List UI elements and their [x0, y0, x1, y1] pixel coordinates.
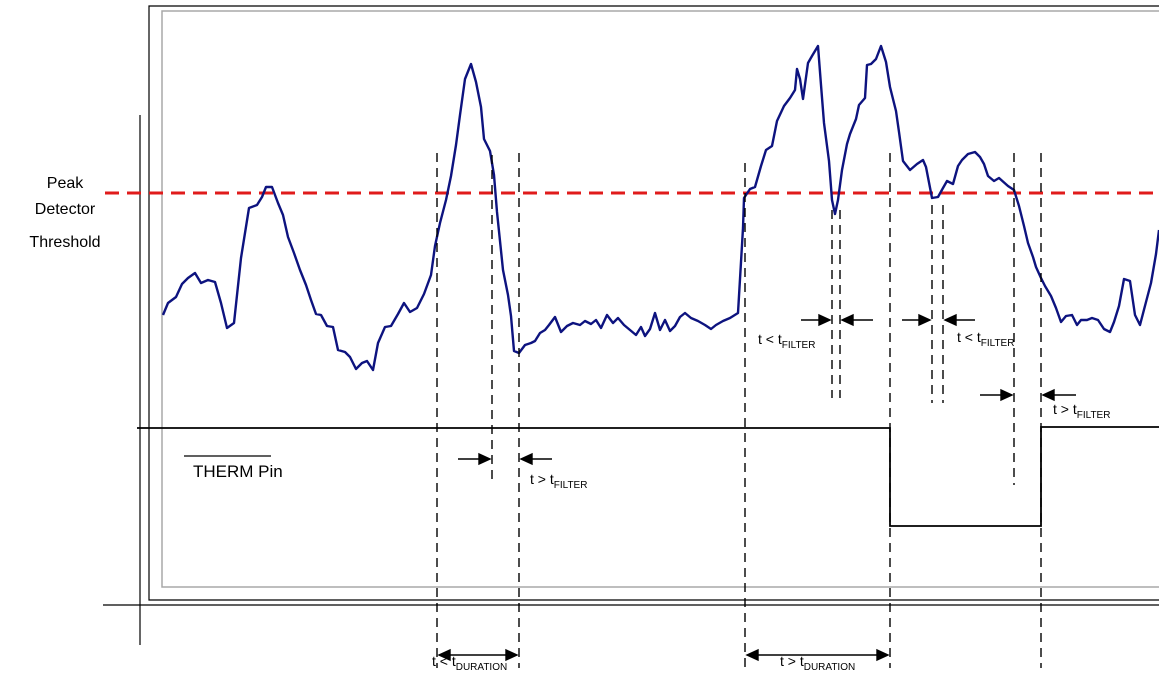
- threshold-label-line-1: Peak: [47, 175, 84, 192]
- label-filter-4-sub: FILTER: [1077, 410, 1111, 421]
- threshold-label-line-3: Threshold: [29, 234, 100, 251]
- therm-pin-label: THERM Pin: [193, 462, 283, 481]
- label-filter-4-main: t > t: [1053, 401, 1077, 417]
- label-filter-2: t < tFILTER: [758, 331, 815, 351]
- plot-frame-inner: [161, 10, 1159, 588]
- label-duration-1-main: t < t: [432, 653, 456, 669]
- label-duration-1-sub: DURATION: [456, 662, 507, 673]
- label-filter-2-sub: FILTER: [782, 340, 816, 351]
- therm-pin-suffix: Pin: [253, 462, 282, 481]
- label-filter-2-main: t < t: [758, 331, 782, 347]
- label-duration-2-main: t > t: [780, 653, 804, 669]
- label-filter-1-main: t > t: [530, 471, 554, 487]
- label-filter-1-sub: FILTER: [554, 480, 588, 491]
- label-filter-3-sub: FILTER: [981, 338, 1015, 349]
- label-filter-3: t < tFILTER: [957, 329, 1014, 349]
- therm-pin-waveform: [137, 426, 1159, 527]
- therm-pin-name: THERM: [193, 462, 253, 481]
- label-filter-4: t > tFILTER: [1053, 401, 1110, 421]
- label-duration-1: t < tDURATION: [432, 653, 507, 673]
- threshold-label-line-2: Detector: [35, 201, 96, 218]
- label-filter-3-main: t < t: [957, 329, 981, 345]
- label-duration-2-sub: DURATION: [804, 662, 855, 673]
- label-duration-2: t > tDURATION: [780, 653, 855, 673]
- timing-arrows: [437, 313, 1076, 662]
- timing-markers: [436, 153, 1042, 668]
- label-filter-1: t > tFILTER: [530, 471, 587, 491]
- temperature-signal-trace: [161, 44, 1159, 372]
- plot-frame-outer: [148, 5, 1159, 601]
